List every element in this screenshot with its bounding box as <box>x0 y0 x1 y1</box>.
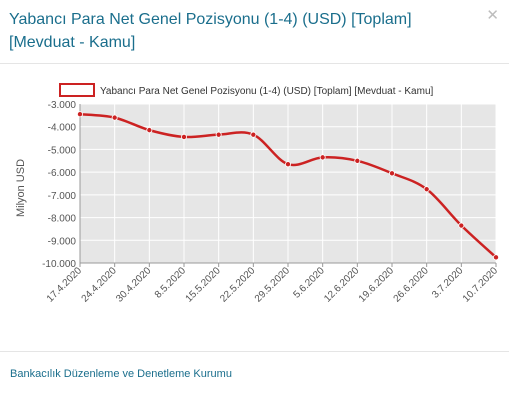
x-tick-label: 17.4.2020 <box>45 265 85 305</box>
x-tick-label: 8.5.2020 <box>153 265 189 301</box>
data-point[interactable] <box>492 254 499 261</box>
legend-swatch <box>59 83 95 97</box>
data-point[interactable] <box>423 186 430 193</box>
y-tick-label: -8.000 <box>48 214 77 225</box>
legend[interactable]: Yabancı Para Net Genel Pozisyonu (1-4) (… <box>59 83 434 97</box>
dialog-header: Yabancı Para Net Genel Pozisyonu (1-4) (… <box>0 0 509 64</box>
x-tick-label: 15.5.2020 <box>184 265 224 305</box>
x-tick-label: 10.7.2020 <box>461 265 501 305</box>
y-tick-label: -7.000 <box>48 191 77 202</box>
dialog-title: Yabancı Para Net Genel Pozisyonu (1-4) (… <box>9 11 412 51</box>
y-tick-label: -3.000 <box>48 100 77 111</box>
close-icon[interactable]: ✕ <box>486 7 499 24</box>
source-label: Bankacılık Düzenleme ve Denetleme Kurumu <box>10 368 232 380</box>
x-tick-label: 12.6.2020 <box>322 265 362 305</box>
data-point[interactable] <box>215 131 222 138</box>
data-point[interactable] <box>111 114 118 121</box>
x-tick-label: 26.6.2020 <box>392 265 432 305</box>
y-axis-label: Milyon USD <box>15 159 27 217</box>
data-point[interactable] <box>354 157 361 164</box>
x-tick-label: 5.6.2020 <box>291 265 327 301</box>
x-tick-label: 19.6.2020 <box>357 265 397 305</box>
y-tick-label: -10.000 <box>42 259 76 270</box>
x-tick-label: 29.5.2020 <box>253 265 293 305</box>
y-tick-label: -6.000 <box>48 168 77 179</box>
data-point[interactable] <box>250 131 257 138</box>
data-point[interactable] <box>146 127 153 134</box>
y-tick-label: -9.000 <box>48 236 77 247</box>
legend-label: Yabancı Para Net Genel Pozisyonu (1-4) (… <box>100 86 434 97</box>
data-point[interactable] <box>180 133 187 140</box>
data-point[interactable] <box>388 170 395 177</box>
data-point[interactable] <box>77 111 84 118</box>
data-point[interactable] <box>284 161 291 168</box>
x-tick-label: 3.7.2020 <box>430 265 466 301</box>
y-tick-label: -5.000 <box>48 145 77 156</box>
chart-area: Yabancı Para Net Genel Pozisyonu (1-4) (… <box>0 64 509 349</box>
data-point[interactable] <box>319 154 326 161</box>
data-point[interactable] <box>458 222 465 229</box>
dialog-footer: Bankacılık Düzenleme ve Denetleme Kurumu <box>0 351 509 407</box>
x-tick-label: 24.4.2020 <box>80 265 120 305</box>
plot-area: -3.000 -4.000 -5.000 -6.000 -7.000 -8.000 -9.0… <box>42 100 500 305</box>
x-tick-label: 22.5.2020 <box>218 265 258 305</box>
y-tick-label: -4.000 <box>48 123 77 134</box>
line-chart: Yabancı Para Net Genel Pozisyonu (1-4) (… <box>15 83 500 305</box>
x-tick-label: 30.4.2020 <box>114 265 154 305</box>
